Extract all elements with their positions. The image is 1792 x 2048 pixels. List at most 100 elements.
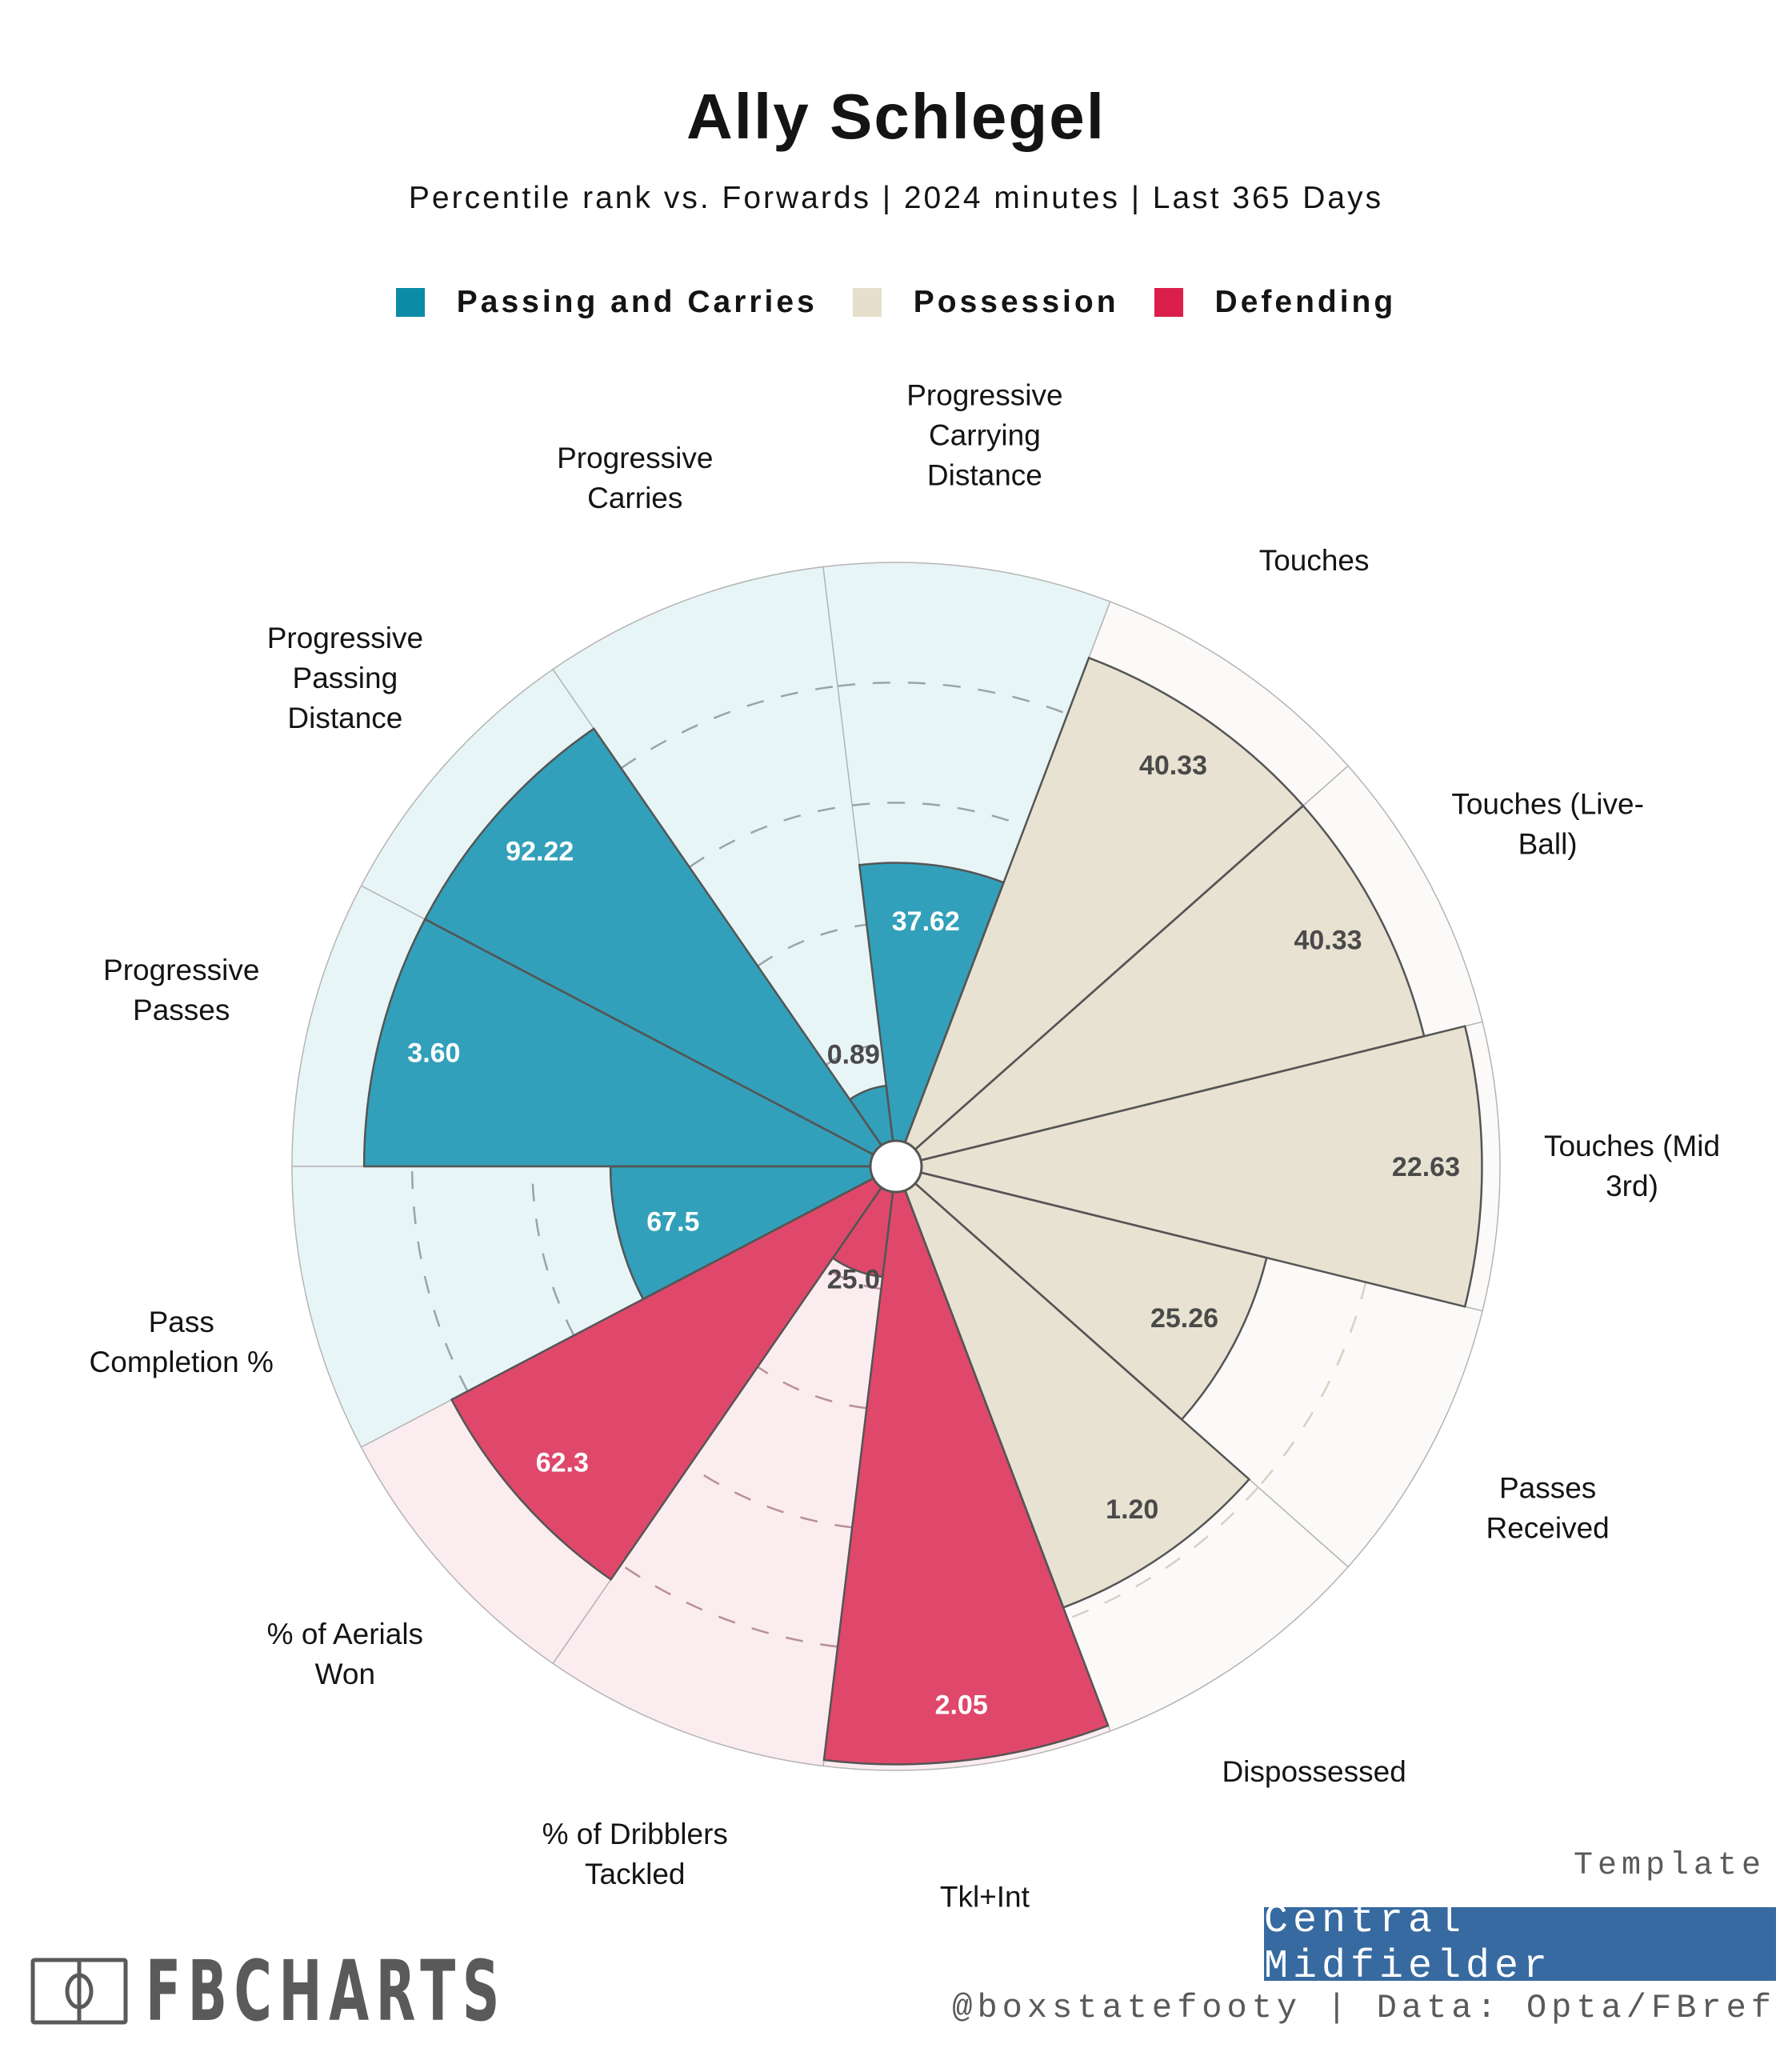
bar <box>609 1165 897 1301</box>
legend-item-possession: Possession <box>852 285 1119 320</box>
category-label-line: Pass <box>149 1306 214 1338</box>
gridline <box>1257 1282 1367 1488</box>
gridline <box>825 1266 882 1290</box>
gridline <box>757 1366 867 1410</box>
value-label: 25.0 <box>827 1264 880 1294</box>
bar <box>895 1165 1268 1422</box>
category-label-line: Ball) <box>1518 827 1578 860</box>
category-label-line: Progressive <box>103 954 259 986</box>
gridline <box>1067 1486 1259 1620</box>
gridline <box>837 681 1068 715</box>
bar <box>894 1166 1251 1610</box>
legend-swatch-possession <box>852 288 882 317</box>
category-label-line: Passing <box>293 662 398 694</box>
separator-line <box>895 1035 1425 1168</box>
value-label: 1.20 <box>1106 1494 1158 1525</box>
template-badge: Central Midfielder <box>1264 1898 1776 1990</box>
separator-line <box>894 1166 1065 1608</box>
gridline <box>620 685 838 770</box>
separator-line <box>895 1165 1267 1259</box>
gridline <box>689 1465 853 1529</box>
gridline <box>410 1166 469 1392</box>
category-label-line: % of Aerials <box>267 1618 423 1650</box>
gridline <box>757 923 867 967</box>
center-hole <box>869 1139 923 1194</box>
separator-line <box>642 1165 897 1300</box>
category-label: Touches (Live- Ball) <box>1451 787 1644 860</box>
category-label-line: Progressive <box>267 622 423 654</box>
gridline <box>852 802 1026 828</box>
category-label: Touches (Mid 3rd) <box>1544 1130 1720 1202</box>
value-label: 2.05 <box>935 1690 988 1721</box>
separator-line <box>895 805 1304 1167</box>
category-label-line: Touches (Mid <box>1544 1130 1720 1162</box>
bar <box>894 656 1305 1167</box>
background-wedge <box>552 1166 897 1767</box>
background-wedge <box>552 566 897 1167</box>
category-label-line: Passes <box>133 994 230 1026</box>
category-label-line: Carrying <box>929 419 1041 452</box>
legend-label-passing: Passing and Carries <box>456 285 818 319</box>
bar <box>822 1166 1110 1766</box>
logo-text: FBCHARTS <box>146 1942 507 2040</box>
category-label-line: Carries <box>587 482 682 514</box>
category-label: Tkl+Int <box>940 1880 1030 1913</box>
category-label: Pass Completion % <box>90 1306 274 1378</box>
legend-swatch-passing <box>395 288 425 317</box>
gridline <box>689 804 853 868</box>
legend-label-defending: Defending <box>1214 285 1397 319</box>
category-label-line: Passes <box>1499 1472 1596 1505</box>
bar <box>895 1025 1483 1308</box>
category-label-line: Touches <box>1259 544 1370 577</box>
value-label: 37.62 <box>892 906 960 937</box>
chart-title: Ally Schlegel <box>686 81 1106 152</box>
value-labels: 3.60 92.22 0.89 37.62 40.33 40.33 22.63 25.26 1.… <box>407 750 1460 1720</box>
bar <box>858 862 1006 1167</box>
category-label: % of Dribblers Tackled <box>542 1818 728 1890</box>
category-label: Progressive Passing Distance <box>267 622 423 734</box>
value-label: 92.22 <box>506 837 574 867</box>
fbcharts-logo: FBCHARTS <box>30 1942 727 2040</box>
category-label: Progressive Carrying Distance <box>906 379 1062 492</box>
category-label-line: Won <box>315 1658 375 1690</box>
gridline <box>531 1166 575 1336</box>
separator-line <box>424 918 897 1168</box>
value-label: 0.89 <box>827 1040 880 1070</box>
separator-line <box>895 1166 1182 1421</box>
value-label: 62.3 <box>536 1448 589 1478</box>
value-label: 3.60 <box>407 1038 460 1069</box>
category-label-line: Distance <box>287 702 402 734</box>
bar <box>362 918 897 1168</box>
pitch-icon <box>30 1958 128 2025</box>
separators <box>424 805 1425 1608</box>
category-label-line: % of Dribblers <box>542 1818 728 1850</box>
legend-swatch-defending <box>1154 288 1183 317</box>
category-label-line: 3rd) <box>1606 1170 1658 1202</box>
category-label-line: Progressive <box>557 442 713 474</box>
bar <box>450 1165 898 1582</box>
category-label-line: Touches (Live- <box>1451 787 1644 820</box>
value-label: 25.26 <box>1150 1303 1218 1334</box>
value-label: 67.5 <box>646 1207 699 1238</box>
legend: Passing and Carries Possession Defending <box>0 285 1792 320</box>
category-label-line: Distance <box>927 459 1042 492</box>
category-label-line: Progressive <box>906 379 1062 412</box>
category-label: % of Aerials Won <box>267 1618 423 1690</box>
credit-text: @boxstatefooty | Data: Opta/FBref <box>952 1989 1776 2027</box>
gridline <box>825 1042 882 1066</box>
bar <box>895 804 1426 1168</box>
category-label-line: Tkl+Int <box>940 1880 1030 1913</box>
separator-line <box>894 882 1005 1167</box>
value-label: 22.63 <box>1392 1152 1460 1182</box>
chart-subtitle: Percentile rank vs. Forwards | 2024 minu… <box>408 181 1384 215</box>
category-label: Dispossessed <box>1222 1755 1406 1788</box>
category-label: Touches <box>1259 544 1370 577</box>
category-label-line: Completion % <box>90 1346 274 1378</box>
category-label-line: Received <box>1486 1512 1609 1545</box>
category-labels: Progressive Passes Progressive Passing Dista… <box>90 379 1720 1914</box>
bars <box>362 656 1483 1766</box>
legend-label-possession: Possession <box>913 285 1119 319</box>
value-label: 40.33 <box>1139 750 1207 781</box>
category-label-line: Dispossessed <box>1222 1755 1406 1788</box>
